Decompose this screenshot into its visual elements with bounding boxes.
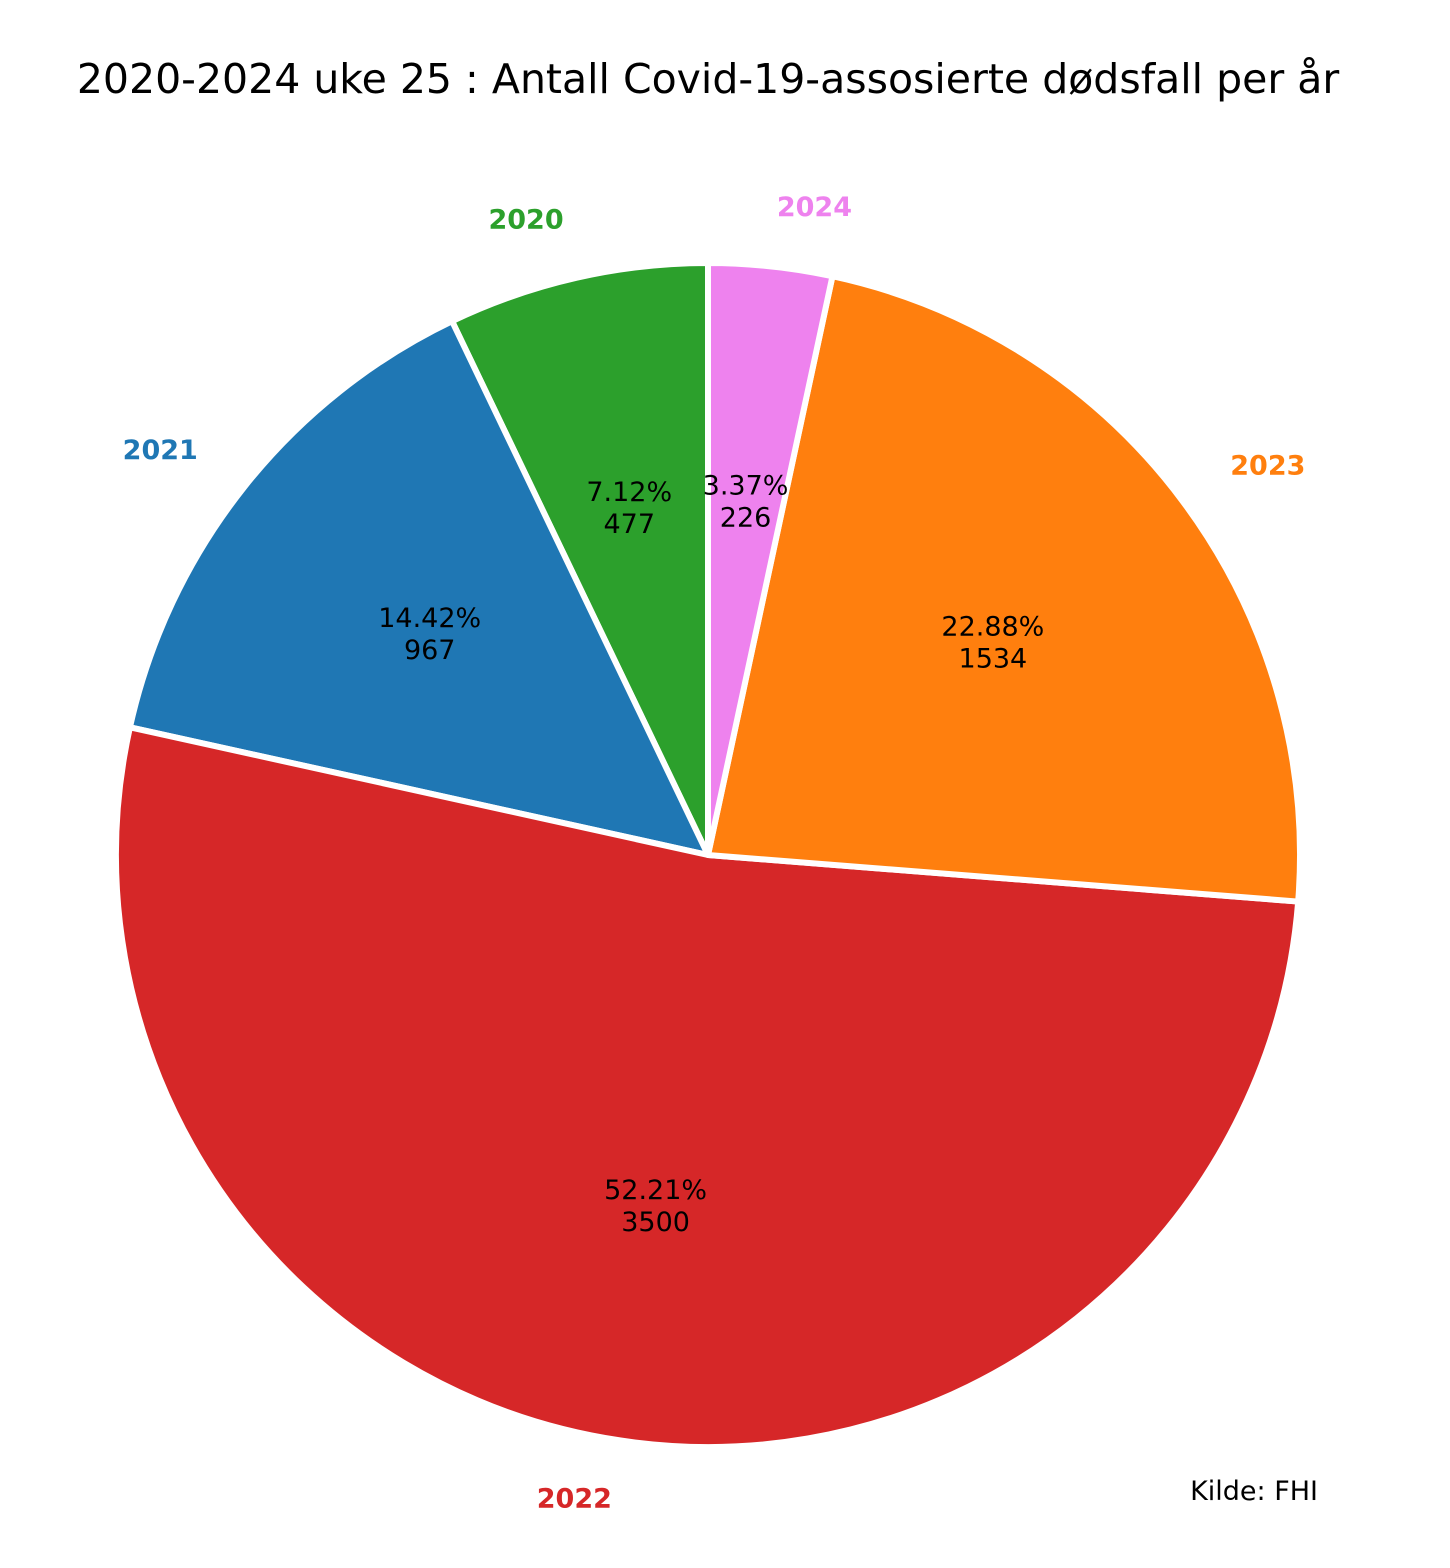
year-label-2023: 2023 [1230,451,1305,482]
slice-count-2022: 3500 [621,1207,690,1238]
pie-slice-2022 [113,724,1302,1450]
slice-value-label-2021: 14.42%967 [378,603,481,666]
slice-percent-2023: 22.88% [941,611,1044,642]
slice-value-label-2024: 3.37%226 [703,470,789,533]
slice-count-2021: 967 [404,635,456,666]
year-label-2020: 2020 [488,205,563,236]
slice-value-labels: 7.12%477 14.42%967 52.21%3500 22.88%1534 3.3… [378,470,1044,1238]
chart-title: 2020-2024 uke 25 : Antall Covid-19-assos… [77,55,1340,103]
slice-value-label-2022: 52.21%3500 [604,1175,707,1238]
pie-slices [113,260,1303,1450]
pie-slice-2020 [449,260,711,858]
year-label-2024: 2024 [777,192,852,223]
slice-percent-2020: 7.12% [586,477,672,508]
slice-value-label-2023: 22.88%1534 [941,611,1044,674]
slice-count-2024: 226 [720,502,772,533]
slice-percent-2024: 3.37% [703,470,789,501]
slice-percent-2022: 52.21% [604,1175,707,1206]
pie-slice-2023 [705,273,1303,905]
slice-count-2023: 1534 [959,643,1028,674]
pie-slice-2021 [126,318,711,858]
pie-slice-2024 [705,260,836,858]
year-label-2021: 2021 [123,435,198,466]
year-label-2022: 2022 [537,1484,612,1515]
source-label: Kilde: FHI [1190,1476,1318,1507]
slice-value-label-2020: 7.12%477 [586,477,672,540]
slice-year-labels: 2020 2021 2022 2023 2024 [123,192,1306,1515]
slice-percent-2021: 14.42% [378,603,481,634]
slice-count-2020: 477 [603,509,655,540]
